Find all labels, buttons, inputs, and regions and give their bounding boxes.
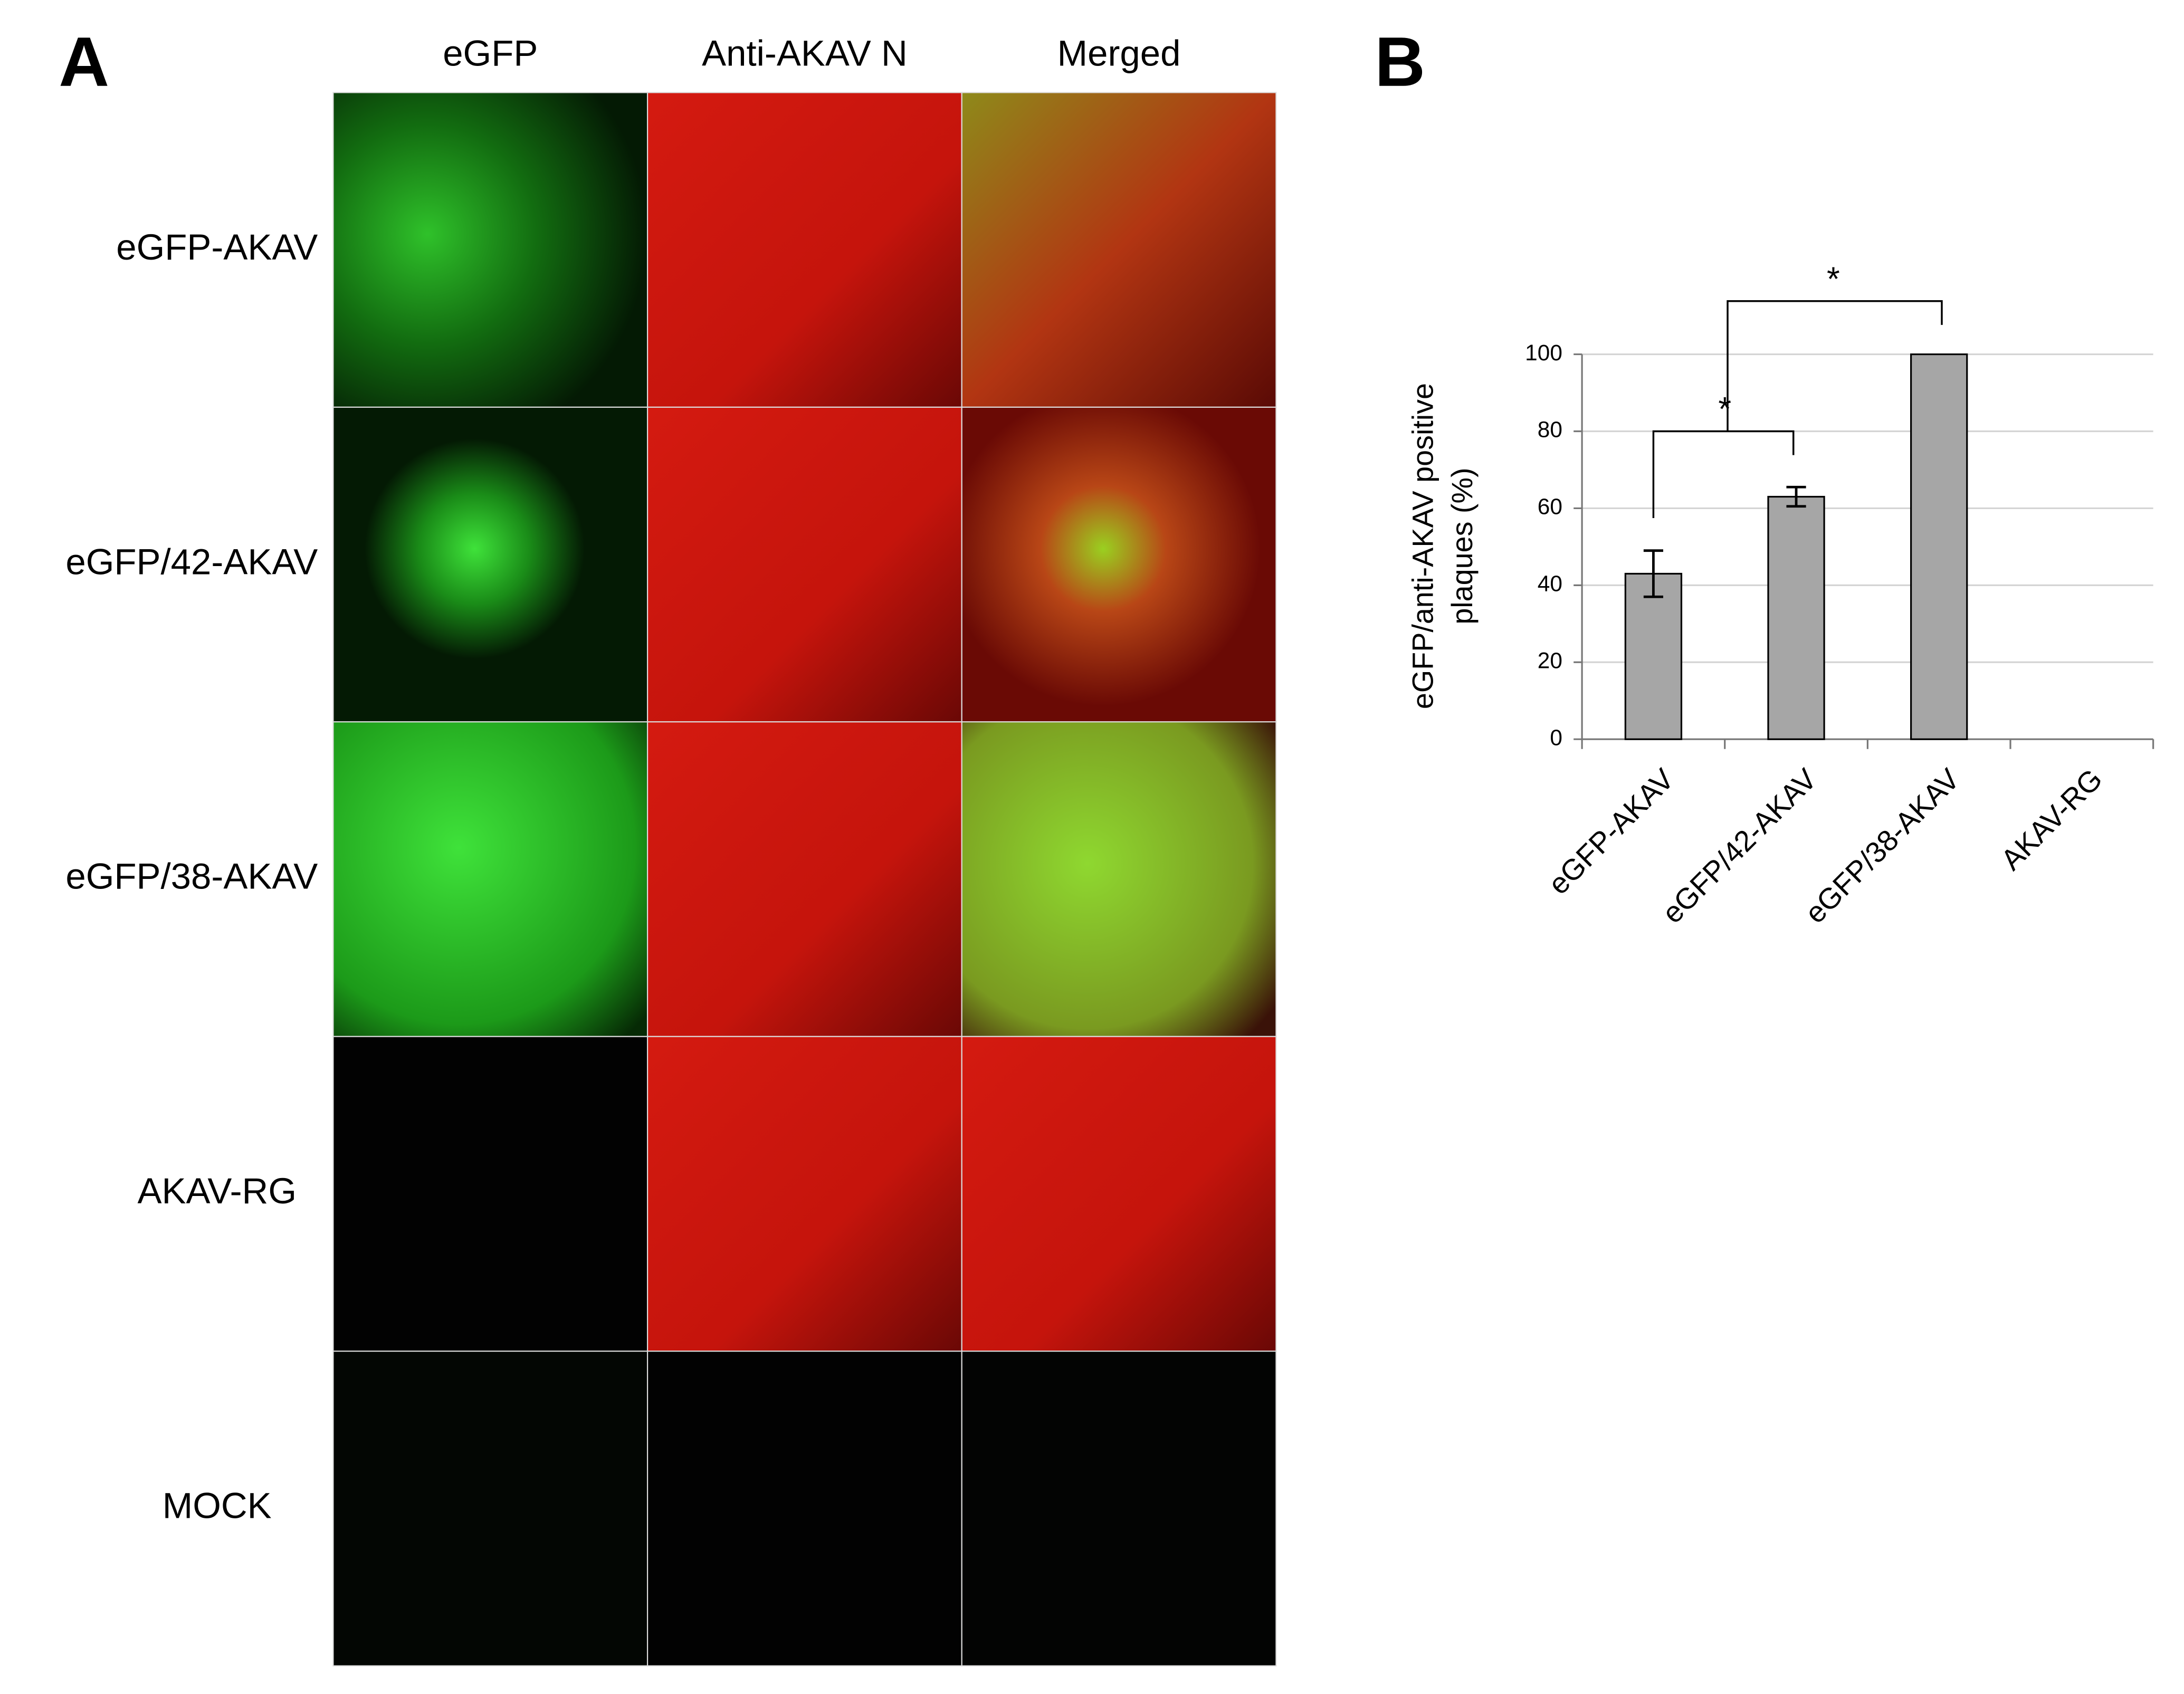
micrograph [332,721,648,1037]
micrograph [647,1351,962,1667]
x-tick-label: eGFP-AKAV [1542,762,1680,901]
row-label: eGFP/38-AKAV [65,856,318,897]
y-tick-label: 60 [1538,494,1562,519]
y-tick-label: 40 [1538,571,1562,596]
y-tick-label: 100 [1525,340,1562,365]
row-label: MOCK [163,1486,272,1526]
error-bar [1786,485,1806,508]
significance-star: * [1718,390,1731,428]
significance-star: * [1827,260,1840,298]
micrograph [647,406,962,723]
bar [1767,495,1825,740]
micrograph [332,406,648,723]
x-tick-label: AKAV-RG [1995,762,2109,876]
micrograph [332,92,648,408]
significance-bracket [1727,300,1943,432]
bar [1624,572,1683,740]
image-grid: eGFP Anti-AKAV N Merged eGFP-AKAV eGFP/42-AK… [65,33,1277,1667]
micrograph [961,1351,1277,1667]
row-label: eGFP-AKAV [116,227,318,267]
micrograph [332,1351,648,1667]
micrograph [647,92,962,408]
micrograph [961,721,1277,1037]
significance-bracket [1652,430,1795,518]
micrograph [961,1036,1277,1352]
y-tick-label: 80 [1538,417,1562,442]
micrograph [647,721,962,1037]
column-header: Merged [1057,33,1181,74]
x-tick-label: eGFP/42-AKAV [1656,762,1823,930]
y-tick-label: 0 [1550,725,1562,750]
bar-chart: 0 20 40 60 80 100 eGFP/anti-AKAV positive plaqu… [1407,260,2154,930]
y-axis-label: eGFP/anti-AKAV positive [1407,383,1439,709]
y-tick-label: 20 [1538,648,1562,673]
error-bar [1643,549,1664,598]
micrograph [647,1036,962,1352]
bar [1910,353,1968,740]
panel-label: B [1375,23,1425,101]
panel-label: A [59,23,109,101]
column-header: Anti-AKAV N [702,33,908,74]
column-header: eGFP [443,33,538,74]
row-label: eGFP/42-AKAV [65,541,318,582]
y-axis-label: plaques (%) [1446,467,1479,624]
micrograph [961,406,1277,723]
micrograph [332,1036,648,1352]
micrograph [961,92,1277,408]
x-tick-label: eGFP/38-AKAV [1799,762,1966,930]
row-label: AKAV-RG [137,1171,297,1211]
